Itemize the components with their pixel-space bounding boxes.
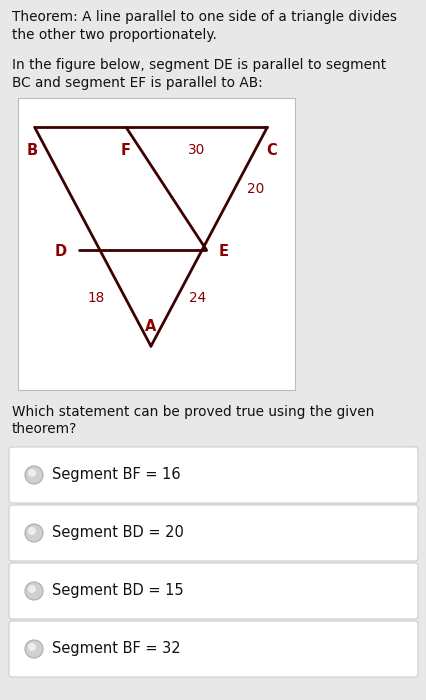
Text: 20: 20 <box>246 181 263 195</box>
Text: 24: 24 <box>188 291 205 305</box>
Circle shape <box>25 466 43 484</box>
Text: 18: 18 <box>87 291 105 305</box>
Text: E: E <box>218 244 228 259</box>
Text: B: B <box>27 144 38 158</box>
Text: Segment BD = 15: Segment BD = 15 <box>52 584 183 598</box>
Text: Theorem: A line parallel to one side of a triangle divides: Theorem: A line parallel to one side of … <box>12 10 396 24</box>
Text: BC and segment EF is parallel to AB:: BC and segment EF is parallel to AB: <box>12 76 262 90</box>
Text: Segment BF = 32: Segment BF = 32 <box>52 641 180 657</box>
Text: C: C <box>265 144 276 158</box>
Text: Segment BD = 20: Segment BD = 20 <box>52 526 184 540</box>
Text: F: F <box>121 144 131 158</box>
Circle shape <box>28 527 36 535</box>
FancyBboxPatch shape <box>18 98 294 390</box>
Text: theorem?: theorem? <box>12 422 77 436</box>
Text: A: A <box>145 319 156 334</box>
Text: 30: 30 <box>187 144 205 158</box>
Circle shape <box>28 585 36 593</box>
Circle shape <box>25 524 43 542</box>
Circle shape <box>25 640 43 658</box>
Text: In the figure below, segment DE is parallel to segment: In the figure below, segment DE is paral… <box>12 58 385 72</box>
Text: D: D <box>55 244 67 259</box>
FancyBboxPatch shape <box>9 563 417 619</box>
FancyBboxPatch shape <box>9 621 417 677</box>
Circle shape <box>28 469 36 477</box>
Text: Which statement can be proved true using the given: Which statement can be proved true using… <box>12 405 374 419</box>
Circle shape <box>25 582 43 600</box>
Text: the other two proportionately.: the other two proportionately. <box>12 28 216 42</box>
FancyBboxPatch shape <box>9 447 417 503</box>
Circle shape <box>28 643 36 651</box>
Text: Segment BF = 16: Segment BF = 16 <box>52 468 180 482</box>
FancyBboxPatch shape <box>9 505 417 561</box>
